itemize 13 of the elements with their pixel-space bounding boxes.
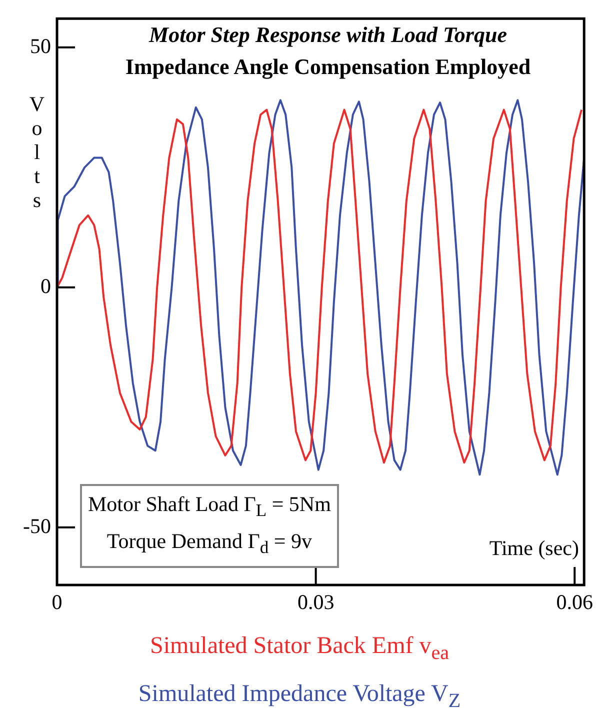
x-tick-label: 0.06 bbox=[556, 590, 593, 614]
chart-title: Motor Step Response with Load Torque bbox=[148, 22, 508, 48]
y-tick-label: 50 bbox=[30, 34, 51, 58]
x-tick-label: 0.03 bbox=[297, 590, 334, 614]
text: Simulated Stator Back Emf v$_{ea}$ bbox=[148, 632, 450, 666]
text: Impedance Angle Compensation Employed bbox=[124, 54, 532, 80]
y-axis-title: Volts bbox=[28, 92, 46, 212]
x-axis-title: Time (sec) bbox=[489, 536, 579, 561]
y-tick-label: -50 bbox=[23, 514, 51, 538]
annotation: Torque Demand Γ$_{d}$ = 9v bbox=[106, 529, 312, 558]
annotation: Motor Shaft Load Γ$_{L}$ = 5Nm bbox=[88, 492, 331, 520]
text: Simulated Impedance Voltage V$_{Z}$ bbox=[137, 680, 462, 710]
y-tick-label: 0 bbox=[40, 274, 51, 298]
